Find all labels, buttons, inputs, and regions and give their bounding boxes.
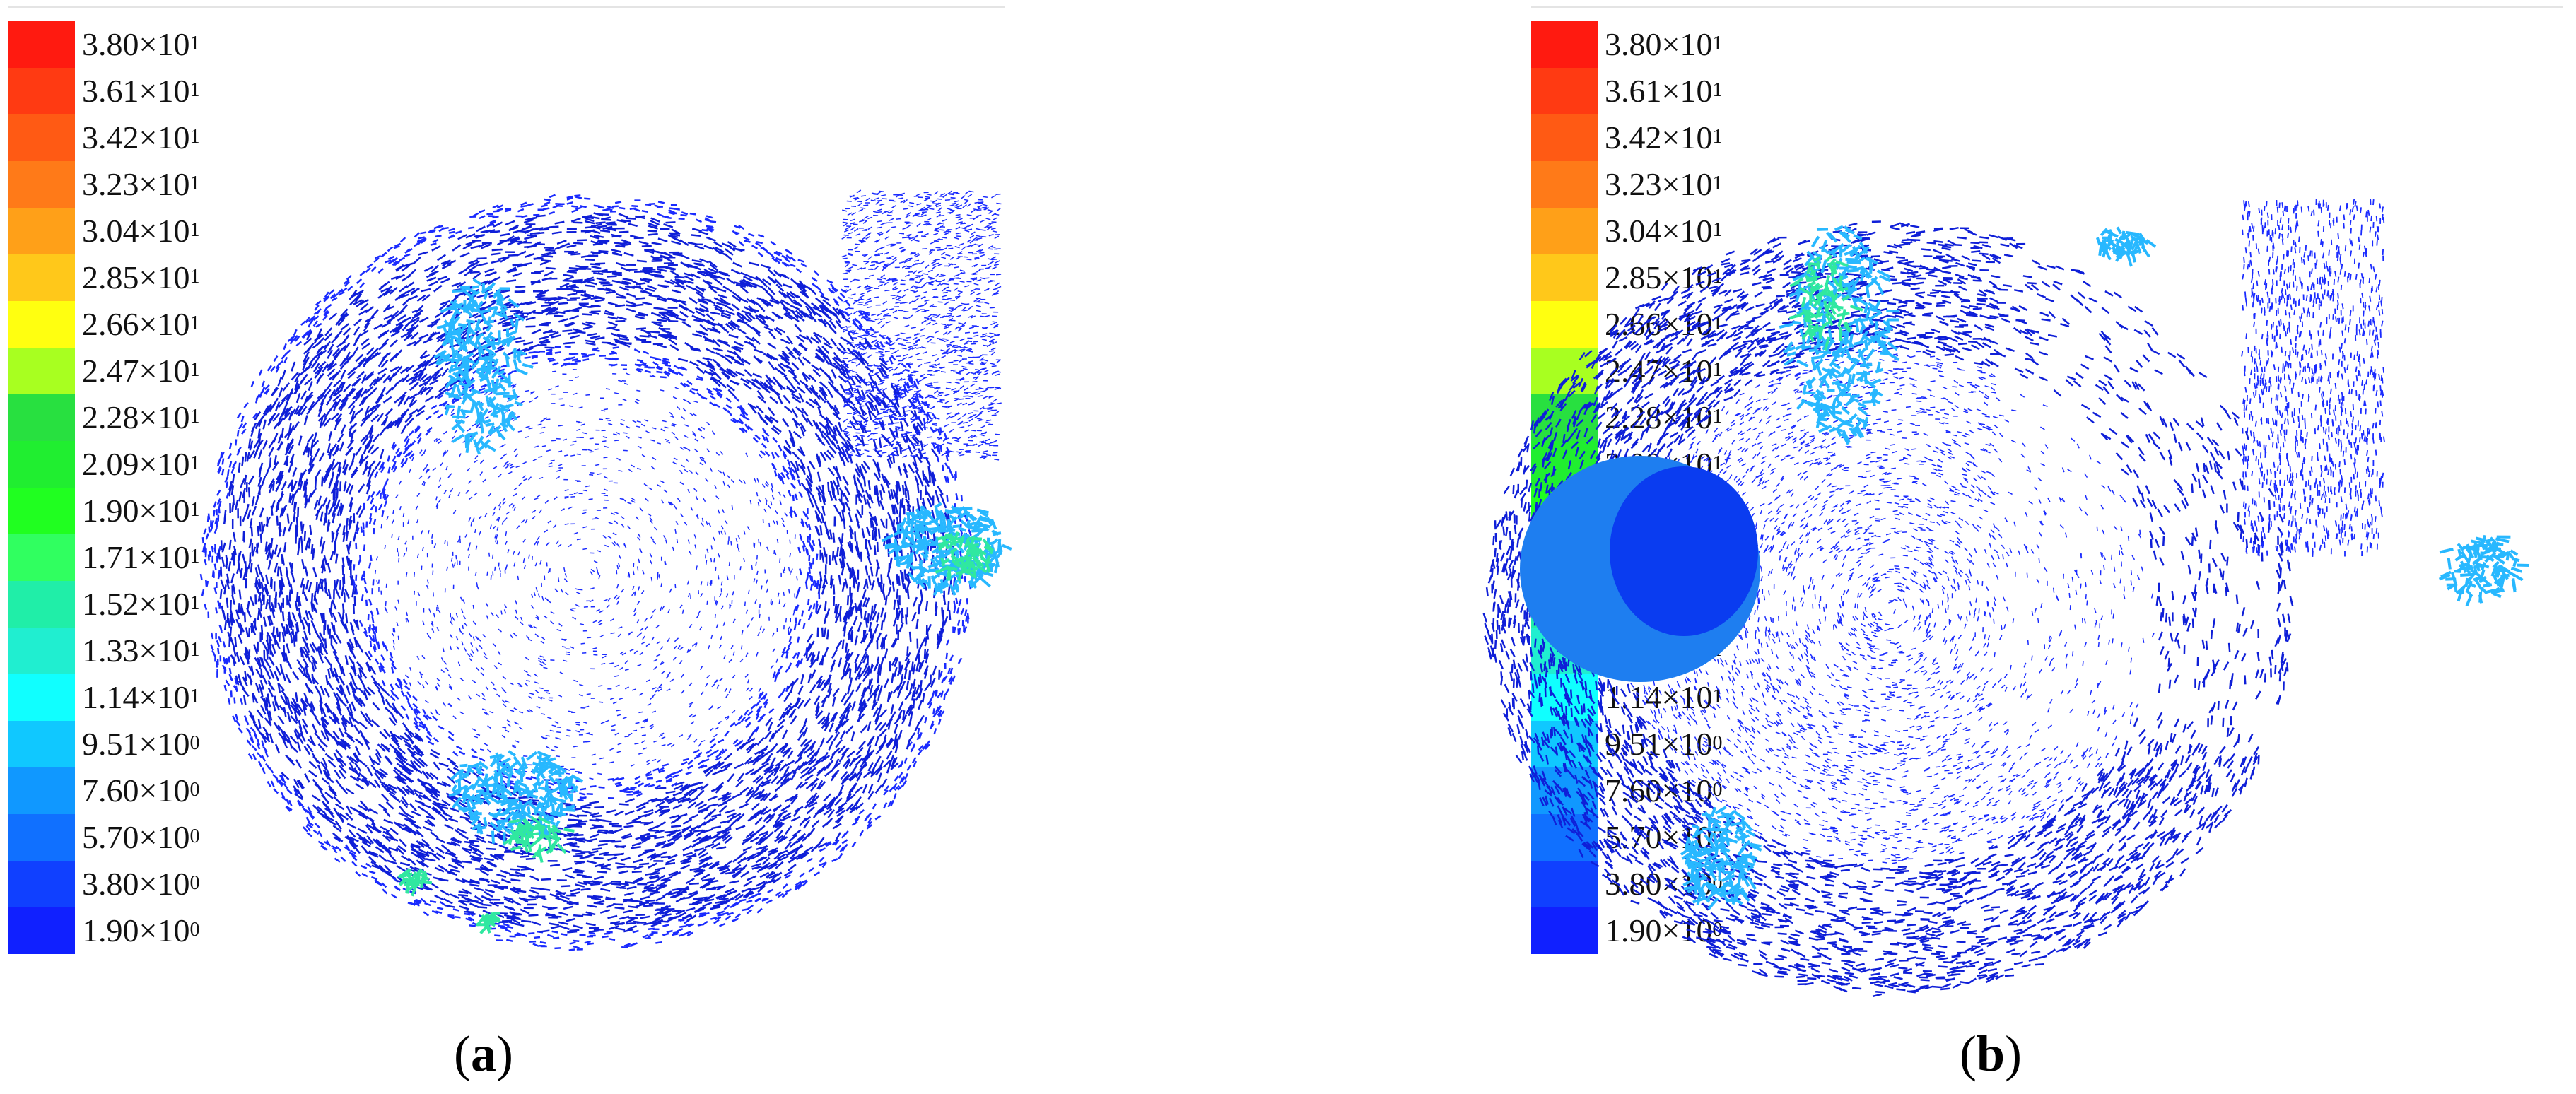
legend-swatch (8, 488, 75, 534)
velocity-vector-field (199, 189, 1012, 951)
legend-value-label: 3.04×101 (1605, 213, 1723, 249)
legend-swatch (1531, 161, 1598, 208)
legend-value-label: 3.42×101 (82, 119, 200, 155)
legend-value-label: 1.71×101 (82, 539, 200, 575)
legend-swatch (1531, 208, 1598, 254)
legend-swatch (1531, 301, 1598, 348)
legend-value-label: 2.09×101 (82, 446, 200, 482)
vector-scatter (199, 189, 1012, 951)
top-divider (8, 6, 1005, 8)
legend-value-label: 2.66×101 (1605, 306, 1723, 342)
legend-swatch (8, 114, 75, 161)
legend-value-label: 2.47×101 (82, 353, 200, 389)
panel-a: 3.80×101 3.61×101 3.42×101 3.23×101 3.04×101… (8, 6, 1012, 1082)
legend-value-label: 3.04×101 (82, 213, 200, 249)
legend-value-label: 3.80×100 (82, 866, 200, 902)
legend-swatch (8, 581, 75, 628)
legend-swatch (8, 301, 75, 348)
panel-caption: (a) (454, 1025, 513, 1082)
legend-value-label: 3.23×101 (82, 166, 200, 202)
legend-swatch (8, 21, 75, 68)
legend-value-label: 1.90×101 (82, 493, 200, 529)
legend-value-label: 2.85×101 (1605, 259, 1723, 295)
legend-value-label: 3.80×101 (1605, 26, 1723, 62)
legend-swatch (8, 534, 75, 581)
vector-scatter (1482, 199, 2530, 998)
top-divider (1531, 6, 2563, 8)
legend-value-label: 3.23×101 (1605, 166, 1723, 202)
legend-value-label: 2.28×101 (82, 399, 200, 435)
legend-swatch (8, 907, 75, 954)
legend-swatch (8, 861, 75, 907)
legend-value-label: 5.70×100 (82, 819, 200, 855)
panel-b: 3.80×101 3.61×101 3.42×101 3.23×101 3.04×101… (1288, 0, 2576, 1094)
legend-value-label: 1.52×101 (82, 586, 200, 622)
legend-swatch (8, 348, 75, 394)
legend-value-label: 7.60×100 (82, 772, 200, 808)
legend-value-label: 3.42×101 (1605, 119, 1723, 155)
legend-swatch (8, 441, 75, 488)
legend-swatch (1531, 21, 1598, 68)
legend-swatch (8, 208, 75, 254)
velocity-vector-field (1482, 199, 2530, 998)
legend-swatch (8, 767, 75, 814)
legend-value-label: 1.90×100 (82, 912, 200, 948)
legend-value-label: 2.85×101 (82, 259, 200, 295)
legend-value-label: 9.51×100 (82, 726, 200, 762)
legend-value-label: 1.33×101 (82, 633, 200, 669)
legend-swatch (8, 674, 75, 721)
legend-swatch (8, 394, 75, 441)
legend-swatch (1531, 907, 1598, 954)
legend-swatch (8, 254, 75, 301)
panel-caption: (b) (1960, 1025, 2022, 1082)
legend-swatch (1531, 68, 1598, 114)
legend-value-label: 2.66×101 (82, 306, 200, 342)
legend-value-label: 1.14×101 (82, 679, 200, 715)
legend-swatch (8, 161, 75, 208)
legend-swatch (1531, 861, 1598, 907)
legend-value-label: 3.61×101 (82, 73, 200, 109)
legend-swatch (8, 628, 75, 674)
legend-swatch (1531, 114, 1598, 161)
legend-swatch (8, 721, 75, 767)
legend-value-label: 3.80×101 (82, 26, 200, 62)
legend-value-label: 3.61×101 (1605, 73, 1723, 109)
legend-swatch (1531, 254, 1598, 301)
impeller-disk-core (1610, 466, 1758, 636)
legend-swatch (8, 68, 75, 114)
legend-swatch (8, 814, 75, 861)
